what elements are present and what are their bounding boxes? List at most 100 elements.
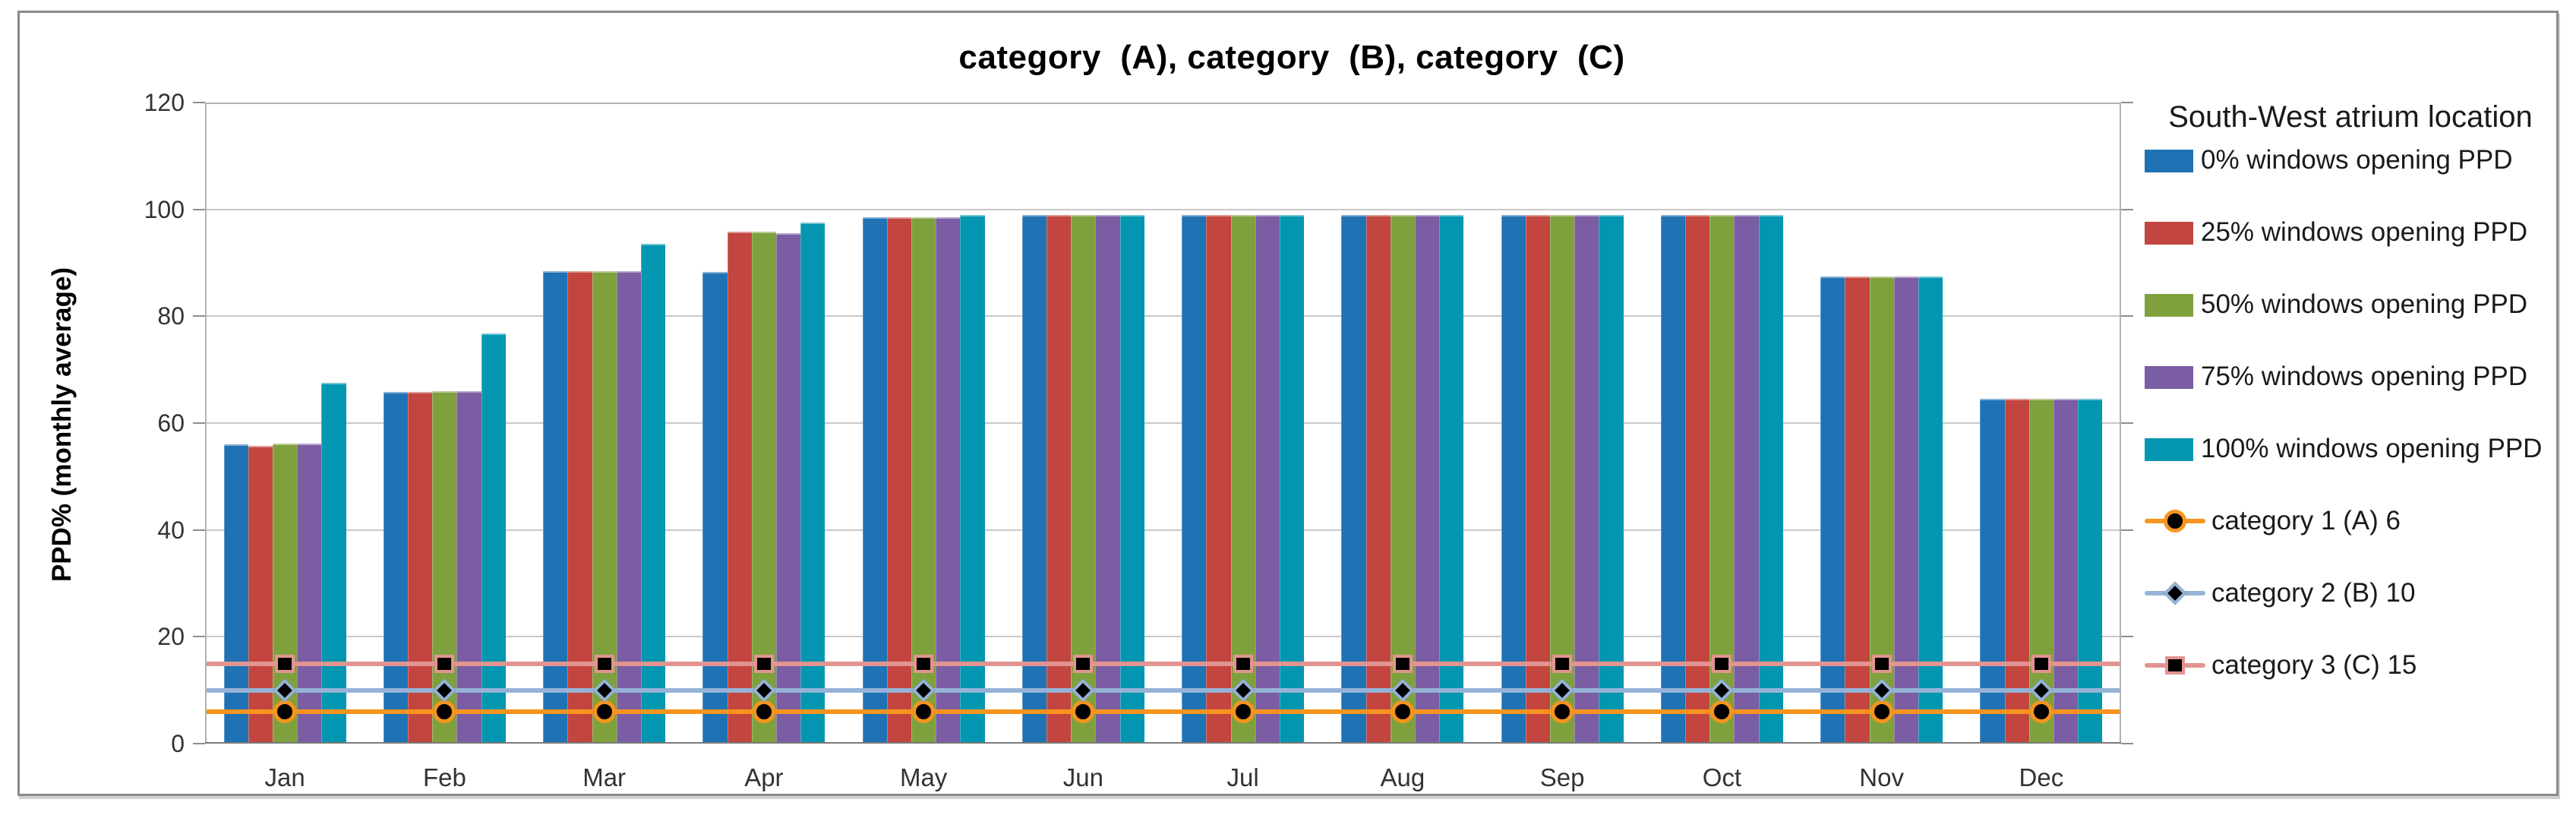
- marker-square-cat3-Jul: [1233, 654, 1253, 673]
- ytick-mark-left-0: [193, 743, 205, 744]
- ytick-label-80: 80: [157, 302, 185, 330]
- marker-square-cat3-Jan: [275, 654, 295, 673]
- legend-item-label: category 3 (C) 15: [2211, 650, 2417, 680]
- plot-border-right: [2120, 103, 2121, 744]
- bar-25pct-Aug: [1365, 214, 1391, 742]
- gridline-40: [205, 529, 2121, 531]
- legend-item-cat3: category 3 (C) 15: [2145, 647, 2556, 719]
- ytick-mark-right-0: [2121, 743, 2133, 744]
- marker-square-cat3-Sep: [1552, 654, 1573, 673]
- bar-0pct-Apr: [702, 271, 728, 742]
- bar-75pct-Feb: [456, 390, 481, 742]
- bar-50pct-Jul: [1230, 214, 1255, 742]
- line-cat3: [205, 661, 2121, 666]
- legend-marker-circle-cat1: [2164, 510, 2186, 532]
- bar-25pct-Feb: [408, 391, 433, 742]
- legend-title: South-West atrium location: [2168, 100, 2533, 134]
- marker-square-cat3-Dec: [2031, 654, 2051, 673]
- ytick-mark-right-60: [2121, 422, 2133, 424]
- legend-item-label: category 1 (A) 6: [2211, 506, 2401, 535]
- plot-border-top: [205, 103, 2121, 104]
- bar-25pct-Jan: [248, 446, 273, 742]
- legend-items: 0% windows opening PPD 25% windows openin…: [2145, 142, 2556, 719]
- legend-line-sample-cat2: [2145, 575, 2205, 611]
- bar-50pct-Sep: [1550, 214, 1575, 742]
- plot-area: 0 20 40 60 80 100 120 Jan Feb Mar Apr May Jun Jul Aug S…: [144, 89, 2133, 791]
- bar-100pct-Mar: [640, 243, 666, 742]
- chart-title: category (A), category (B), category (C): [958, 39, 1625, 76]
- ytick-mark-right-40: [2121, 529, 2133, 531]
- bar-25pct-Jun: [1046, 214, 1072, 742]
- bar-0pct-Feb: [383, 392, 409, 742]
- ytick-label-40: 40: [157, 516, 185, 544]
- bar-75pct-Nov: [1893, 276, 1918, 742]
- bar-50pct-Oct: [1709, 214, 1735, 742]
- bar-75pct-May: [936, 216, 961, 742]
- marker-square-cat3-Nov: [1871, 654, 1892, 673]
- bar-100pct-Apr: [800, 222, 826, 742]
- ytick-mark-left-60: [193, 422, 205, 424]
- bar-25pct-Sep: [1525, 214, 1550, 742]
- gridline-20: [205, 636, 2121, 638]
- ytick-label-0: 0: [171, 730, 185, 757]
- marker-square-cat3-Mar: [594, 654, 614, 673]
- bar-25pct-Apr: [727, 232, 752, 742]
- month-label-Sep: Sep: [1539, 763, 1585, 791]
- month-label-Oct: Oct: [1702, 763, 1742, 791]
- bar-0pct-Jan: [223, 444, 248, 742]
- bar-75pct-Dec: [2053, 398, 2079, 742]
- gridline-80: [205, 315, 2121, 317]
- marker-circle-cat1-Oct: [1710, 700, 1734, 723]
- chart-frame: category (A), category (B), category (C)…: [17, 11, 2559, 796]
- legend-item-50pct: 50% windows opening PPD: [2145, 286, 2556, 359]
- gridline-100: [205, 208, 2121, 210]
- marker-circle-cat1-Sep: [1551, 700, 1574, 723]
- marker-circle-cat1-May: [912, 700, 936, 723]
- legend-item-label: 75% windows opening PPD: [2201, 362, 2527, 391]
- ytick-mark-right-80: [2121, 315, 2133, 317]
- marker-square-cat3-Feb: [434, 654, 455, 673]
- legend-item-0pct: 0% windows opening PPD: [2145, 142, 2556, 214]
- bar-100pct-Dec: [2078, 398, 2103, 742]
- bar-0pct-Dec: [1980, 398, 2005, 742]
- bar-100pct-Oct: [1758, 214, 1783, 742]
- bar-0pct-Nov: [1820, 276, 1845, 742]
- bar-100pct-Sep: [1599, 214, 1624, 742]
- marker-circle-cat1-Jun: [1072, 700, 1095, 723]
- marker-circle-cat1-Feb: [433, 700, 456, 723]
- bar-0pct-Sep: [1501, 214, 1526, 742]
- bar-0pct-May: [862, 216, 887, 742]
- plot-border-left: [205, 103, 207, 744]
- legend-item-label: 100% windows opening PPD: [2201, 434, 2543, 463]
- bar-50pct-Jun: [1071, 214, 1096, 742]
- month-label-Jan: Jan: [264, 763, 305, 791]
- bar-75pct-Jan: [297, 443, 322, 742]
- ytick-mark-left-120: [193, 102, 205, 103]
- marker-circle-cat1-Jul: [1231, 700, 1255, 723]
- marker-circle-cat1-Dec: [2029, 700, 2053, 723]
- ytick-mark-left-20: [193, 636, 205, 638]
- month-label-Jun: Jun: [1062, 763, 1103, 791]
- bar-0pct-Oct: [1660, 214, 1686, 742]
- marker-circle-cat1-Aug: [1391, 700, 1414, 723]
- bar-0pct-Jul: [1182, 214, 1207, 742]
- bar-25pct-Nov: [1845, 276, 1870, 742]
- ytick-mark-left-80: [193, 315, 205, 317]
- marker-square-cat3-Oct: [1712, 654, 1732, 673]
- gridline-60: [205, 422, 2121, 424]
- legend-item-label: 25% windows opening PPD: [2201, 217, 2527, 247]
- month-label-May: May: [899, 763, 948, 791]
- ytick-mark-right-120: [2121, 102, 2133, 103]
- ytick-mark-right-20: [2121, 636, 2133, 638]
- bar-50pct-Aug: [1390, 214, 1415, 742]
- month-label-Nov: Nov: [1859, 763, 1904, 791]
- legend-item-label: category 2 (B) 10: [2211, 578, 2416, 608]
- legend-item-label: 0% windows opening PPD: [2201, 145, 2513, 175]
- bar-75pct-Aug: [1414, 214, 1440, 742]
- x-axis-line: [205, 742, 2121, 744]
- bar-75pct-Apr: [775, 232, 801, 742]
- legend: South-West atrium location 0% windows op…: [2145, 98, 2556, 719]
- bar-100pct-Jun: [1119, 214, 1144, 742]
- bar-100pct-Nov: [1918, 276, 1943, 742]
- marker-square-cat3-Apr: [753, 654, 774, 673]
